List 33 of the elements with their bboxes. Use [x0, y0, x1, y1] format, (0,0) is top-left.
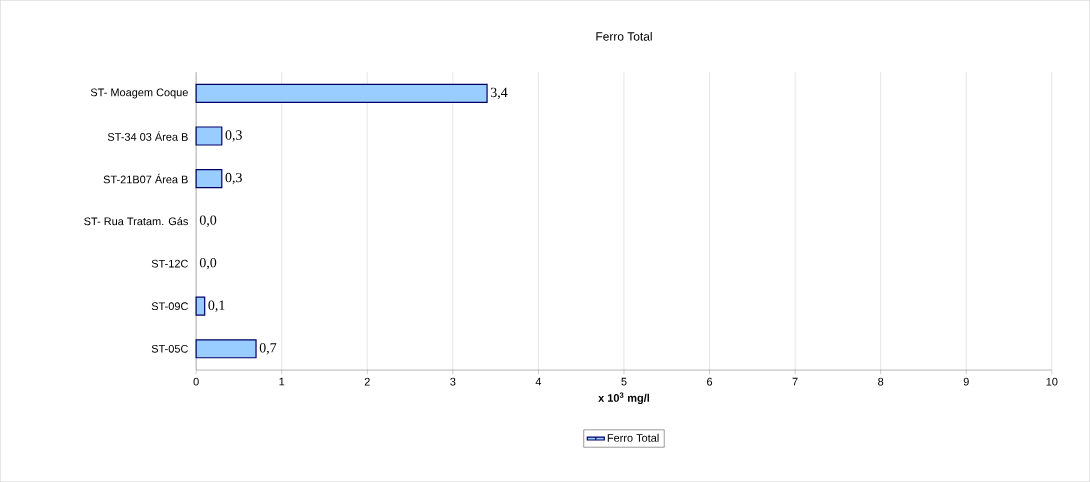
y-tick-label: ST-34 03 Área B: [107, 131, 188, 141]
bar: [195, 296, 206, 316]
x-tick-label: 0: [193, 377, 199, 386]
y-tick-label: ST-21B07 Área B: [103, 173, 188, 184]
data-label: 0,3: [225, 130, 242, 142]
data-label: 0,7: [259, 342, 277, 355]
x-tick-label: 1: [279, 377, 285, 386]
chart-title: Ferro Total: [596, 31, 652, 41]
legend-label: Ferro Total: [607, 433, 659, 442]
x-tick-label: 5: [621, 377, 627, 386]
data-label: 0,1: [208, 300, 225, 312]
x-tick-label: 10: [1046, 377, 1058, 386]
x-tick-label: 6: [707, 377, 713, 386]
y-tick-label: ST-05C: [151, 344, 188, 353]
data-label: 0,0: [199, 215, 217, 227]
x-tick-label: 8: [878, 377, 884, 386]
y-tick-label: ST- Rua Tratam. Gás: [84, 216, 188, 226]
x-tick-label: 3: [450, 377, 456, 386]
x-tick-label: 9: [963, 377, 969, 386]
x-tick-label: 7: [792, 377, 798, 386]
bar: [195, 126, 223, 146]
y-tick-label: ST-12C: [151, 259, 188, 268]
y-tick-label: ST-09C: [151, 302, 188, 310]
text: x 10$^{3}$ mg/l: [598, 392, 650, 404]
y-tick-label: ST- Moagem Coque: [90, 88, 188, 99]
bar: [195, 339, 257, 359]
bar: [195, 83, 488, 103]
data-label: 3,4: [490, 87, 508, 100]
data-label: 0,0: [199, 257, 217, 270]
bar: [195, 168, 223, 189]
x-tick-label: 4: [535, 377, 542, 386]
x-tick-label: 2: [364, 377, 370, 386]
data-label: 0,3: [225, 172, 242, 185]
